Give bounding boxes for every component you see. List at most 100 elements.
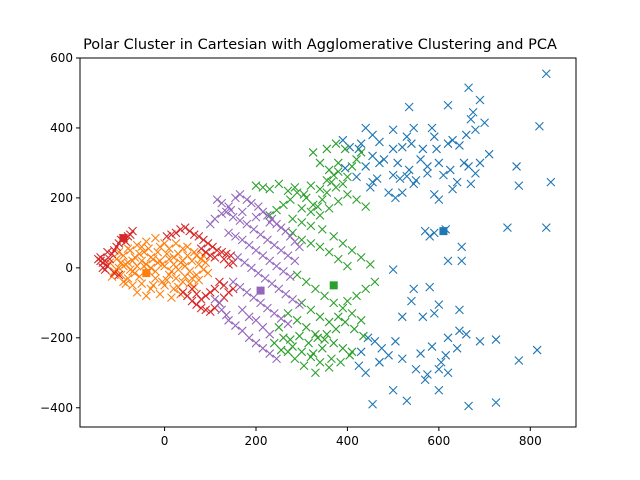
- data-point: [260, 273, 270, 283]
- data-point: [514, 181, 524, 191]
- series-4: [93, 223, 238, 316]
- data-point: [429, 132, 439, 142]
- series-5: [205, 190, 304, 364]
- data-point: [221, 310, 231, 320]
- data-point: [443, 100, 453, 110]
- centroid-marker: [142, 269, 151, 278]
- data-point: [324, 165, 334, 175]
- data-point: [317, 224, 327, 234]
- data-point: [329, 231, 339, 241]
- data-point: [176, 224, 185, 234]
- data-point: [205, 251, 215, 261]
- data-point: [215, 277, 224, 287]
- data-point: [475, 158, 485, 168]
- data-point: [231, 231, 240, 241]
- data-point: [402, 171, 412, 181]
- data-point: [359, 331, 368, 341]
- data-point: [224, 287, 233, 297]
- data-point: [235, 216, 245, 226]
- data-point: [135, 272, 144, 281]
- data-point: [503, 223, 512, 233]
- data-point: [203, 238, 213, 248]
- data-point: [128, 266, 137, 276]
- data-point: [285, 272, 295, 281]
- data-point: [288, 294, 297, 304]
- data-point: [173, 249, 183, 259]
- data-point: [402, 396, 412, 406]
- data-point: [427, 342, 437, 351]
- data-point: [324, 247, 334, 257]
- data-point: [434, 195, 444, 205]
- data-point: [343, 190, 352, 199]
- data-point: [480, 118, 489, 128]
- data-point: [306, 221, 316, 231]
- data-point: [148, 280, 158, 290]
- data-point: [224, 228, 233, 238]
- data-point: [292, 270, 302, 280]
- data-point: [434, 300, 444, 309]
- data-point: [162, 275, 172, 285]
- data-point: [98, 263, 108, 273]
- data-point: [269, 338, 279, 348]
- data-point: [265, 349, 275, 358]
- data-point: [173, 265, 183, 274]
- data-point: [423, 370, 432, 379]
- data-point: [452, 343, 462, 353]
- data-point: [265, 218, 275, 227]
- data-point: [281, 289, 291, 299]
- data-point: [276, 245, 286, 255]
- data-point: [295, 300, 304, 309]
- data-point: [311, 284, 320, 294]
- data-point: [322, 329, 332, 339]
- data-point: [343, 261, 352, 271]
- data-point: [189, 230, 199, 240]
- data-point: [395, 174, 405, 184]
- data-point: [269, 308, 279, 318]
- data-point: [228, 277, 238, 287]
- data-point: [258, 343, 268, 353]
- data-point: [423, 169, 432, 178]
- centroid-marker: [256, 286, 265, 295]
- data-point: [370, 277, 380, 287]
- data-point: [283, 347, 293, 357]
- data-point: [185, 226, 195, 236]
- data-point: [221, 249, 231, 259]
- data-point: [333, 312, 343, 322]
- data-point: [340, 317, 350, 327]
- data-point: [201, 247, 211, 257]
- data-point: [349, 324, 359, 334]
- data-point: [331, 139, 341, 149]
- data-point: [231, 193, 240, 203]
- data-point: [404, 102, 414, 112]
- data-point: [370, 336, 380, 346]
- data-point: [361, 202, 371, 212]
- data-point: [411, 364, 421, 374]
- data-point: [354, 361, 364, 371]
- data-point: [338, 303, 348, 313]
- data-point: [532, 345, 542, 355]
- data-point: [196, 303, 206, 313]
- data-point: [141, 259, 151, 269]
- data-point: [384, 188, 393, 198]
- data-point: [194, 231, 204, 241]
- data-point: [221, 207, 231, 217]
- data-point: [340, 144, 350, 154]
- data-point: [226, 205, 236, 215]
- data-point: [187, 284, 197, 294]
- data-point: [356, 148, 366, 157]
- data-point: [132, 287, 142, 297]
- data-point: [365, 183, 375, 192]
- data-point: [331, 324, 341, 334]
- data-point: [135, 249, 144, 259]
- data-point: [187, 273, 197, 283]
- data-point: [347, 162, 357, 171]
- data-point: [297, 204, 307, 213]
- chart-title: Polar Cluster in Cartesian with Agglomer…: [83, 37, 557, 53]
- data-point: [251, 315, 261, 325]
- data-point: [242, 195, 252, 205]
- x-tick-label: 200: [245, 434, 268, 448]
- data-point: [169, 284, 179, 294]
- data-point: [306, 181, 316, 191]
- data-point: [356, 347, 366, 357]
- x-tick-label: 400: [336, 434, 359, 448]
